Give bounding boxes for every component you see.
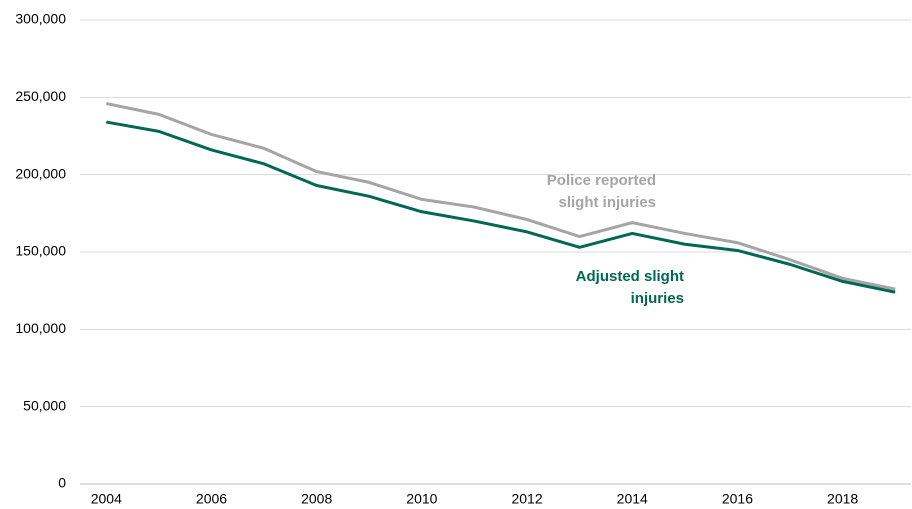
series-label: Police reported slight injuries <box>546 172 656 211</box>
x-tick-label: 2008 <box>301 491 332 507</box>
y-tick-label: 200,000 <box>15 165 66 181</box>
x-tick-label: 2016 <box>722 491 753 507</box>
y-tick-label: 100,000 <box>15 320 66 336</box>
x-tick-label: 2006 <box>196 491 227 507</box>
y-tick-label: 50,000 <box>23 397 66 413</box>
x-tick-label: 2010 <box>406 491 437 507</box>
x-tick-label: 2012 <box>511 491 542 507</box>
series-label: Adjusted slight injuries <box>575 268 684 307</box>
series-line <box>105 102 896 291</box>
x-tick-label: 2004 <box>91 491 122 507</box>
x-tick-label: 2018 <box>827 491 858 507</box>
x-tick-label: 2014 <box>617 491 648 507</box>
y-tick-label: 0 <box>58 475 66 491</box>
y-tick-label: 300,000 <box>15 11 66 27</box>
y-tick-label: 250,000 <box>15 88 66 104</box>
series-line <box>106 120 896 294</box>
y-tick-label: 150,000 <box>15 243 66 259</box>
